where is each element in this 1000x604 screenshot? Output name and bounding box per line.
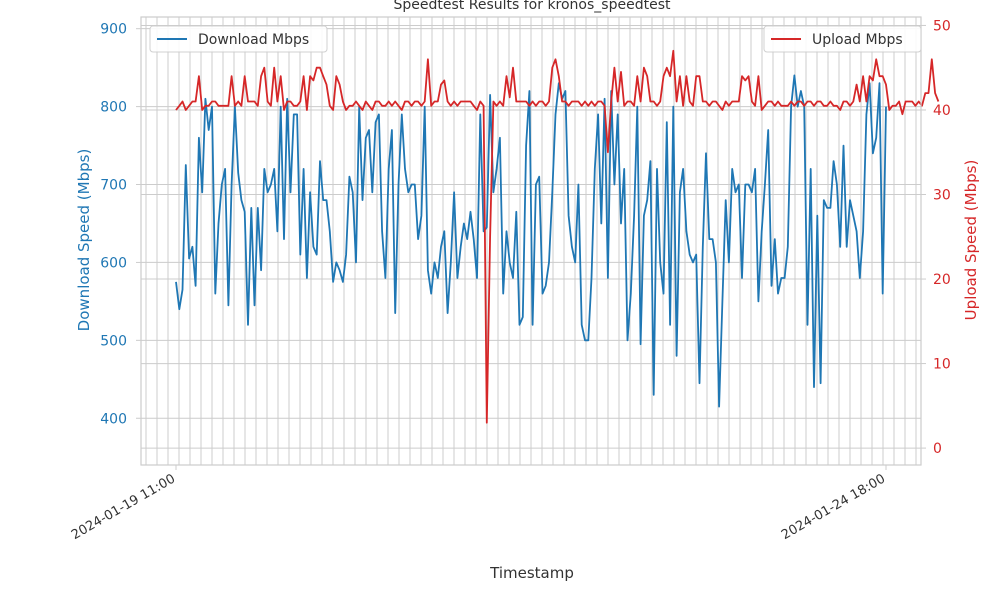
legend-download: Download Mbps (149, 25, 328, 53)
left-y-axis-label: Download Speed (Mbps) (75, 149, 93, 332)
right-y-tick-label: 0 (933, 441, 942, 457)
series-lines (175, 49, 940, 424)
left-y-tick-label: 600 (100, 255, 127, 271)
x-tick-label: 2024-01-24 18:00 (779, 471, 888, 543)
right-y-tick-label: 50 (933, 18, 951, 34)
upload-series-line (175, 49, 940, 424)
left-y-tick-label: 900 (100, 22, 127, 38)
legend-upload: Upload Mbps (763, 25, 922, 53)
download-series-line (175, 74, 887, 408)
legend-upload-box (763, 25, 922, 53)
legend-download-box (149, 25, 328, 53)
left-y-tick-label: 700 (100, 178, 127, 194)
plot-frame (140, 16, 922, 466)
left-y-tick-label: 800 (100, 100, 127, 116)
legend-download-label: Download Mbps (198, 32, 309, 48)
right-y-axis-label: Upload Speed (Mbps) (962, 160, 980, 321)
axes-frame (140, 16, 922, 466)
right-y-tick-label: 30 (933, 188, 951, 204)
legend-upload-label: Upload Mbps (812, 32, 903, 48)
right-y-tick-label: 40 (933, 103, 951, 119)
right-y-tick-label: 10 (933, 357, 951, 373)
left-y-tick-label: 400 (100, 411, 127, 427)
right-y-tick-label: 20 (933, 272, 951, 288)
x-tick-label: 2024-01-19 11:00 (69, 471, 178, 543)
left-y-tick-label: 500 (100, 333, 127, 349)
x-axis-label: Timestamp (489, 564, 574, 582)
chart-title: Speedtest Results for kronos_speedtest (394, 0, 671, 13)
